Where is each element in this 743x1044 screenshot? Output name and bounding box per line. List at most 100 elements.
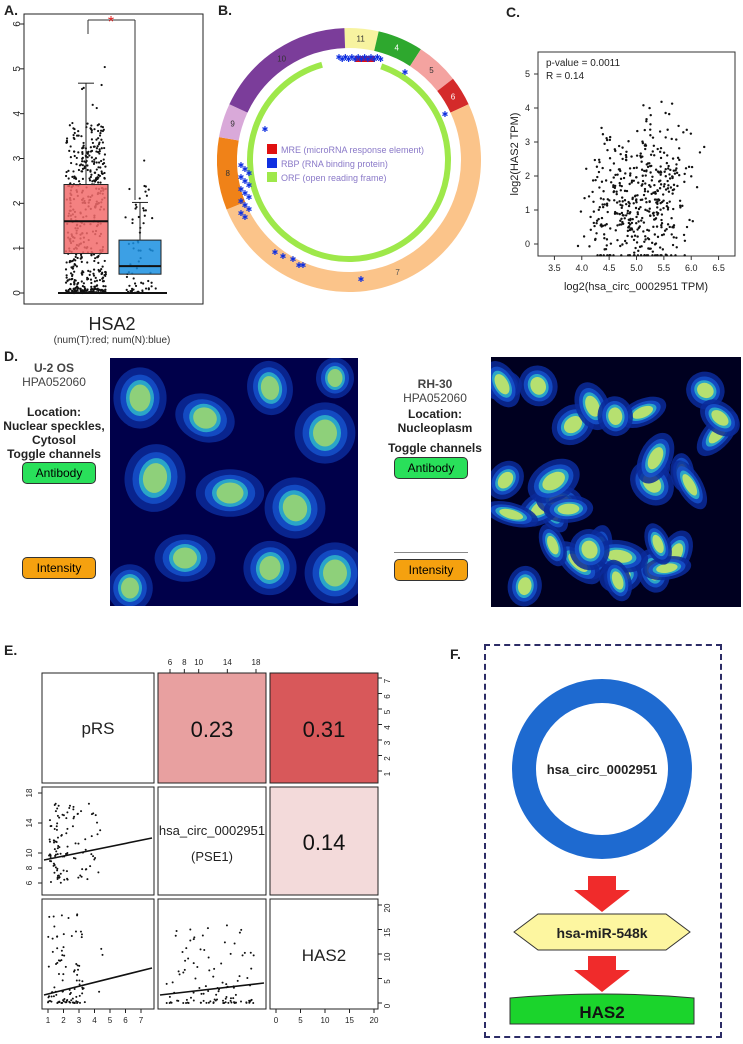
data-point bbox=[624, 172, 627, 175]
data-point bbox=[627, 140, 630, 143]
data-point bbox=[90, 149, 94, 152]
data-point bbox=[75, 265, 78, 268]
data-point bbox=[644, 182, 647, 185]
data-point bbox=[620, 223, 623, 226]
tick-label: 20 bbox=[370, 1016, 379, 1025]
data-point bbox=[97, 181, 100, 184]
data-point bbox=[592, 221, 596, 225]
data-point bbox=[667, 190, 671, 193]
data-point bbox=[664, 175, 667, 178]
data-point bbox=[99, 131, 102, 135]
data-point bbox=[55, 828, 58, 831]
segment-8 bbox=[217, 137, 246, 210]
data-point bbox=[649, 171, 652, 174]
data-point bbox=[187, 957, 190, 960]
data-point bbox=[49, 856, 52, 859]
tick-label: 1 bbox=[383, 771, 392, 776]
data-point bbox=[52, 915, 55, 918]
data-point bbox=[667, 167, 670, 170]
data-point bbox=[660, 254, 663, 257]
y-tick-label: 0 bbox=[525, 239, 530, 249]
data-point bbox=[209, 1000, 212, 1003]
data-point bbox=[597, 208, 600, 212]
data-point bbox=[86, 278, 89, 281]
data-point bbox=[640, 184, 643, 187]
data-point bbox=[644, 235, 647, 238]
data-point bbox=[675, 138, 678, 141]
data-point bbox=[598, 186, 601, 189]
data-point bbox=[83, 285, 86, 289]
right-antibody-button[interactable]: Antibody bbox=[394, 457, 468, 479]
data-point bbox=[89, 288, 93, 291]
cell-nucleus bbox=[294, 402, 356, 464]
data-point bbox=[65, 817, 68, 820]
data-point bbox=[131, 221, 134, 225]
data-point bbox=[184, 959, 187, 962]
cell-nucleus bbox=[491, 500, 539, 528]
data-point bbox=[627, 221, 631, 225]
data-point bbox=[103, 176, 106, 180]
data-point bbox=[47, 965, 50, 968]
data-point bbox=[238, 931, 241, 934]
data-point bbox=[142, 282, 145, 285]
data-point bbox=[94, 157, 98, 160]
data-point bbox=[70, 161, 73, 165]
data-point bbox=[74, 177, 78, 180]
data-point bbox=[68, 278, 71, 281]
data-point bbox=[229, 999, 232, 1002]
data-point bbox=[603, 237, 606, 240]
data-point bbox=[663, 182, 666, 186]
rbp-mark-icon: ✱ bbox=[348, 53, 355, 62]
data-point bbox=[192, 999, 195, 1002]
data-point bbox=[651, 254, 654, 257]
data-point bbox=[670, 233, 673, 236]
data-point bbox=[655, 211, 658, 214]
data-point bbox=[234, 993, 237, 996]
data-point bbox=[618, 212, 621, 216]
data-point bbox=[640, 245, 643, 248]
data-point bbox=[56, 822, 59, 825]
data-point bbox=[605, 137, 608, 140]
data-point bbox=[659, 173, 662, 176]
segment-5 bbox=[409, 49, 454, 92]
y-tick-label: 3 bbox=[12, 155, 23, 161]
data-point bbox=[76, 913, 79, 916]
data-point bbox=[66, 878, 69, 881]
data-point bbox=[70, 274, 74, 278]
panel-label-f: F. bbox=[450, 646, 461, 662]
data-point bbox=[72, 287, 75, 290]
data-point bbox=[646, 254, 650, 257]
data-point bbox=[74, 259, 77, 262]
data-point bbox=[66, 811, 69, 814]
left-intensity-button[interactable]: Intensity bbox=[22, 557, 96, 579]
left-antibody-button[interactable]: Antibody bbox=[22, 462, 96, 484]
circrna-ring bbox=[512, 679, 692, 859]
data-point bbox=[171, 981, 174, 984]
data-point bbox=[129, 289, 132, 293]
data-point bbox=[82, 141, 85, 145]
data-point bbox=[68, 124, 71, 127]
data-point bbox=[144, 287, 148, 290]
data-point bbox=[92, 268, 96, 271]
data-point bbox=[62, 973, 65, 976]
data-point bbox=[595, 232, 598, 235]
data-point bbox=[81, 868, 84, 871]
right-intensity-button[interactable]: Intensity bbox=[394, 559, 468, 581]
data-point bbox=[69, 272, 73, 275]
data-point bbox=[75, 163, 78, 166]
data-point bbox=[96, 145, 99, 148]
data-point bbox=[88, 273, 91, 276]
data-point bbox=[71, 277, 74, 280]
data-point bbox=[99, 181, 102, 184]
x-tick-label: 4.5 bbox=[603, 263, 616, 273]
data-point bbox=[61, 813, 64, 816]
data-point bbox=[682, 233, 686, 237]
data-point bbox=[651, 136, 655, 139]
rbp-mark-icon: ✱ bbox=[242, 165, 249, 174]
panel-f-pathway: hsa_circ_0002951 hsa-miR-548k HAS2 bbox=[509, 679, 695, 1025]
data-point bbox=[614, 173, 617, 177]
data-point bbox=[64, 281, 68, 284]
data-point bbox=[48, 999, 51, 1002]
data-point bbox=[49, 880, 52, 883]
data-point bbox=[47, 1000, 50, 1003]
